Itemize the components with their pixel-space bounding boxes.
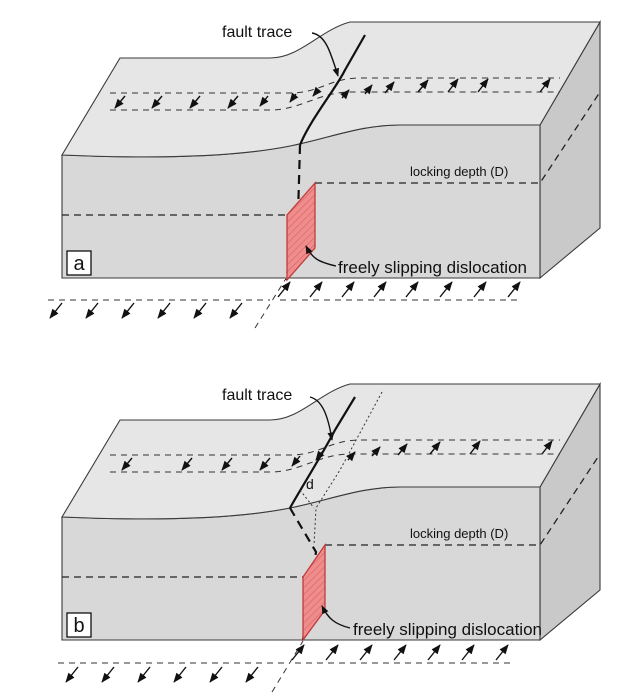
top-profile-line-lower [110,453,560,473]
locking-depth-line-back [315,91,601,184]
dislocation-leader-b [321,605,351,629]
locking-depth-label-b: locking depth (D) [410,526,508,541]
panel-label-box-a [66,250,92,276]
far-field-arrows-left [49,302,243,319]
panel-b: d [58,381,601,693]
block-top-surface [61,21,601,158]
fault-trace-line [298,34,366,146]
dislocation-label-a: freely slipping dislocation [338,258,527,277]
far-field-fault-line [254,279,286,329]
fault-trace-leader-b [309,396,335,441]
offset-label: d [306,476,314,492]
surface-velocity-arrows-left [114,86,322,109]
far-field-fault-line [271,640,304,693]
surface-velocity-arrows-right [340,78,551,100]
locking-depth-label-a: locking depth (D) [410,164,508,179]
far-field-arrows-left [65,666,259,683]
fault-trace-label-b: fault trace [222,387,292,404]
fault-trace-leader-a [311,32,339,77]
top-profile-line-lower [110,91,560,111]
panel-a: fault trace locking depth (D) freely sli… [48,19,601,329]
block-top-surface [61,383,601,520]
far-field-arrows-right [291,644,509,661]
dislocation-leader-a [305,245,337,267]
top-profile-line-upper [110,439,560,456]
surface-velocity-arrows-left [121,450,325,471]
panel-label-b: b [73,615,84,637]
far-field-arrows-right [277,281,521,298]
fault-trace-label-a: fault trace [222,24,292,41]
surface-velocity-arrows-right [346,440,553,462]
dislocation-label-b: freely slipping dislocation [353,620,542,639]
panel-label-a: a [73,253,85,275]
fault-trace-line [289,396,356,509]
panel-label-box-b [66,612,92,638]
offset-guide [299,489,315,509]
freely-slipping-dislocation [286,181,316,282]
fault-plane-dashed [284,144,302,281]
